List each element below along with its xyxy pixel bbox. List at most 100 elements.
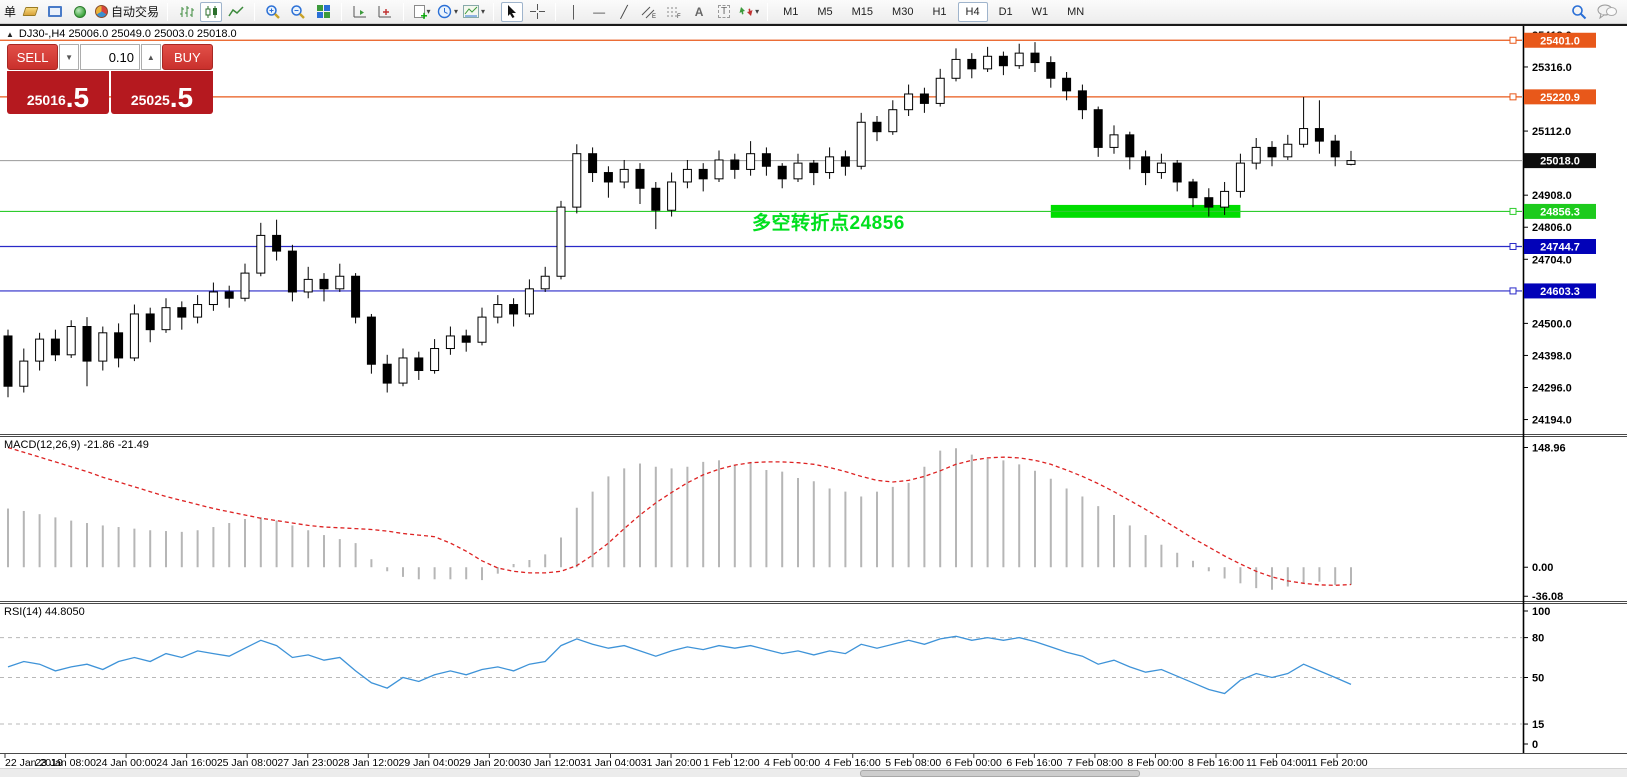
candles <box>3 42 1356 398</box>
candle <box>682 168 692 183</box>
window-top-border <box>0 24 1627 26</box>
rsi-tick-label: 0 <box>1532 739 1538 751</box>
scrollbar-thumb[interactable] <box>860 770 1140 777</box>
candle <box>667 181 677 211</box>
candle <box>509 304 519 315</box>
candle <box>445 335 455 350</box>
order-label[interactable]: 单 <box>4 5 17 19</box>
candle <box>208 291 218 306</box>
fibonacci-tool[interactable]: F <box>663 2 685 22</box>
price-badge <box>1524 238 1596 254</box>
candle <box>414 357 424 372</box>
auto-trading-button[interactable]: 自动交易 <box>94 2 160 22</box>
zoom-out-button[interactable] <box>287 2 309 22</box>
candle <box>983 55 993 70</box>
timeframe-m15[interactable]: M15 <box>851 5 874 18</box>
candle <box>98 332 108 362</box>
timeframe-d1[interactable]: D1 <box>998 5 1013 18</box>
chart-shift-icon <box>378 5 392 17</box>
chat-icon[interactable] <box>1597 4 1617 19</box>
line-chart-button[interactable] <box>225 2 247 22</box>
template-icon <box>463 5 480 18</box>
auto-trading-label: 自动交易 <box>111 5 160 19</box>
buy-button[interactable]: BUY <box>161 44 213 70</box>
timeframe-mn[interactable]: MN <box>1067 5 1085 18</box>
price-tick-label: 24194.0 <box>1532 415 1572 427</box>
price-badge <box>1524 283 1596 299</box>
templates-button[interactable]: ▾ <box>462 2 486 22</box>
new-order-button[interactable] <box>19 2 41 22</box>
timeframe-m5[interactable]: M5 <box>817 5 833 18</box>
crosshair-tool-button[interactable] <box>526 2 548 22</box>
horizontal-levels[interactable] <box>0 36 1522 295</box>
text-label-tool[interactable]: T <box>713 2 735 22</box>
indicators-button[interactable]: ▾ <box>411 2 433 22</box>
candle <box>872 121 882 133</box>
price-badge <box>1524 203 1596 219</box>
timeframe-m1[interactable]: M1 <box>783 5 799 18</box>
price-badges: 25401.0 25220.9 25018.0 24856.3 24744.7 24603… <box>1524 32 1596 299</box>
timeframe-h4[interactable]: H4 <box>957 1 988 22</box>
navigator-button[interactable] <box>69 2 91 22</box>
vertical-line-tool[interactable]: │ <box>563 2 585 22</box>
tile-windows-button[interactable] <box>312 2 334 22</box>
macd-tick-label: 0.00 <box>1532 562 1553 574</box>
chart-shift-button[interactable] <box>374 2 396 22</box>
market-watch-button[interactable] <box>44 2 66 22</box>
text-tool[interactable]: A <box>688 2 710 22</box>
price-tick-label: 24704.0 <box>1532 254 1572 266</box>
candle <box>1141 156 1151 174</box>
candle <box>935 77 945 104</box>
zoom-in-button[interactable] <box>262 2 284 22</box>
auto-scroll-button[interactable] <box>349 2 371 22</box>
timeframe-h1[interactable]: H1 <box>932 5 947 18</box>
candle <box>1314 128 1324 142</box>
timeframe-m30[interactable]: M30 <box>892 5 914 18</box>
candlestick-chart-button[interactable] <box>200 1 223 22</box>
time-tick-label: 25 Jan 08:00 <box>217 757 278 769</box>
buy-price-int: 25025 <box>130 92 170 108</box>
sell-price-int: 25016 <box>26 92 66 108</box>
time-tick-label: 24 Jan 16:00 <box>156 757 217 769</box>
candle <box>129 313 139 359</box>
candle <box>746 153 756 170</box>
candle <box>50 338 60 356</box>
chevron-down-icon: ▾ <box>454 7 459 16</box>
toolbar: 单 自动交易 <box>0 0 1627 24</box>
chevron-down-icon: ▾ <box>481 7 486 16</box>
buy-price-frac: .5 <box>169 82 194 114</box>
timeframe-w1[interactable]: W1 <box>1031 5 1049 18</box>
zoom-out-icon <box>291 4 305 19</box>
price-chart-svg[interactable]: 25418.025316.025112.024908.024806.024704… <box>0 24 1627 777</box>
sell-button[interactable]: SELL <box>7 44 59 70</box>
candle <box>698 168 708 180</box>
candle <box>303 278 313 293</box>
arrows-tool[interactable]: ▾ <box>738 2 760 22</box>
separator <box>767 2 769 21</box>
collapse-icon[interactable]: ▲ <box>6 29 14 39</box>
search-icon[interactable] <box>1571 4 1587 20</box>
buy-price[interactable]: 25025 .5 <box>111 71 213 114</box>
price-badge-label: 25220.9 <box>1540 92 1580 104</box>
horizontal-line-tool[interactable]: — <box>588 2 610 22</box>
sell-price[interactable]: 25016 .5 <box>7 71 109 114</box>
bar-chart-button[interactable] <box>175 2 197 22</box>
channel-tool[interactable]: E <box>638 2 660 22</box>
trendline-tool[interactable]: ╱ <box>613 2 635 22</box>
candle <box>193 304 203 318</box>
volume-input[interactable] <box>80 44 140 70</box>
text-label-icon: T <box>718 5 731 18</box>
cursor-tool-button[interactable] <box>501 1 524 22</box>
volume-increase-button[interactable]: ▲ <box>141 44 161 70</box>
price-badge-label: 25401.0 <box>1540 35 1580 47</box>
time-tick-label: 1 Feb 12:00 <box>704 757 760 769</box>
periods-button[interactable]: ▾ <box>436 2 459 22</box>
candle <box>1014 52 1024 67</box>
macd-signal-line <box>7 446 1352 586</box>
candle <box>1235 162 1245 192</box>
candle <box>1220 190 1230 208</box>
volume-decrease-button[interactable]: ▼ <box>59 44 79 70</box>
price-badge-label: 24856.3 <box>1540 206 1580 218</box>
chart-area: 25418.025316.025112.024908.024806.024704… <box>0 24 1627 777</box>
horizontal-scrollbar[interactable] <box>0 768 1627 777</box>
